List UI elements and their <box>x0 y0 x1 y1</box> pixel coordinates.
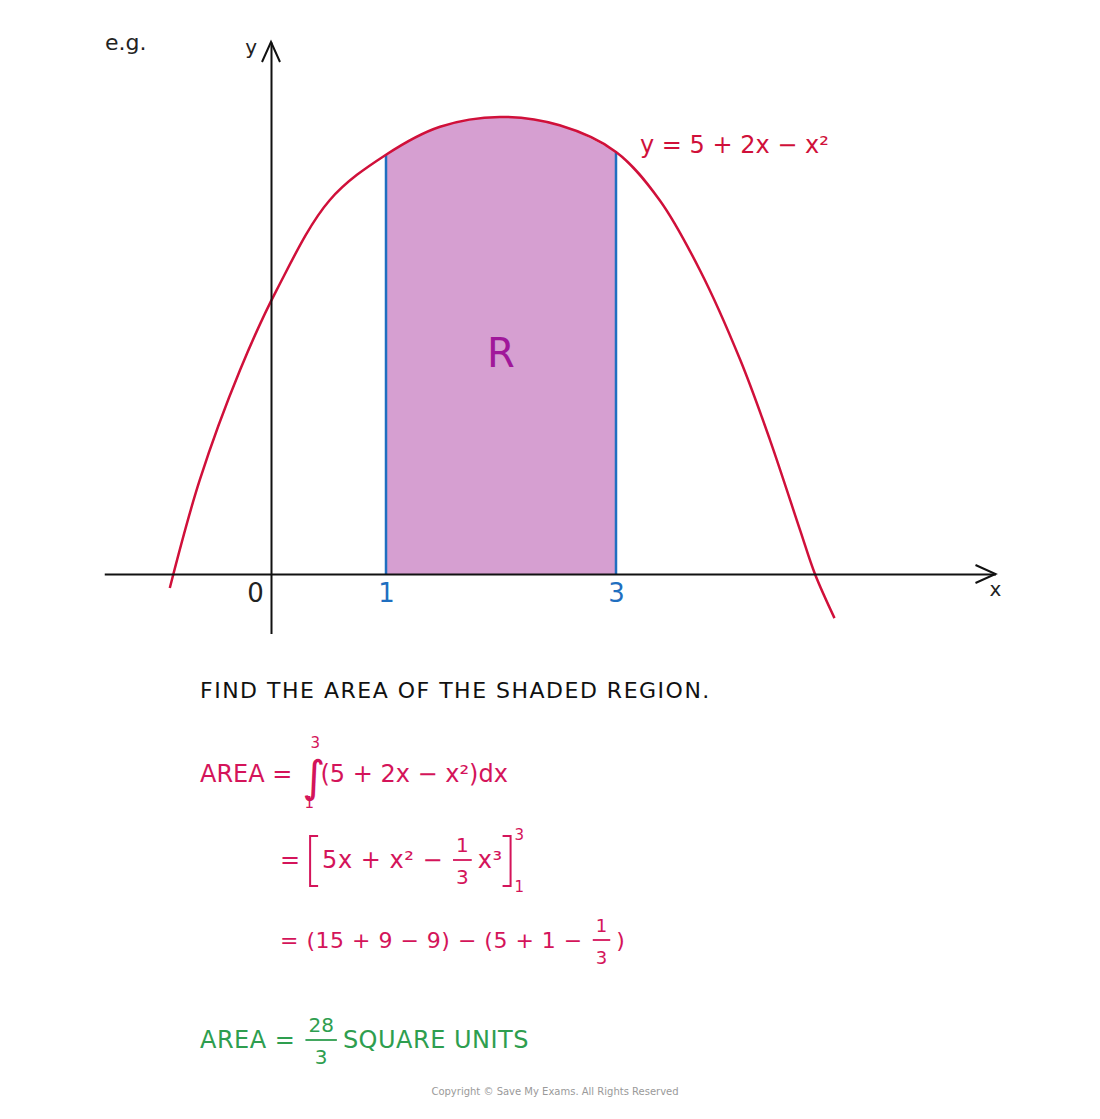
question: FIND THE AREA OF THE SHADED REGION. <box>200 678 711 703</box>
math-text: SQUARE UNITS <box>343 1026 529 1054</box>
x-tick-label: 3 <box>608 578 625 608</box>
fraction-denominator: 3 <box>456 865 469 889</box>
bracket-right <box>503 836 511 886</box>
fraction-numerator: 1 <box>596 915 607 936</box>
x-axis: 0 1 3 <box>105 574 996 608</box>
fraction-numerator: 28 <box>308 1013 333 1037</box>
math-text: ) <box>616 928 625 953</box>
math-text: (5 + 2x − x²)dx <box>320 760 507 788</box>
curve <box>170 117 835 618</box>
plot-area <box>170 117 835 618</box>
x-tick-label: 1 <box>378 578 395 608</box>
y-axis-line <box>271 43 273 635</box>
x-axis-label: x <box>990 577 1002 601</box>
y-axis-label: y <box>245 35 257 59</box>
region-edge <box>615 152 618 574</box>
shaded-region <box>386 117 616 574</box>
x-tick: 1 <box>378 574 395 608</box>
fraction-bar <box>593 939 610 941</box>
example-label: e.g. <box>105 30 147 55</box>
region-edge <box>385 155 388 574</box>
x-axis-line <box>105 574 996 576</box>
x-tick: 3 <box>608 574 625 608</box>
region-label: R <box>487 330 515 376</box>
x-tick: 0 <box>247 574 271 608</box>
math-text: x³ <box>478 846 503 874</box>
fraction-denominator: 3 <box>596 947 607 968</box>
integral-lower: 1 <box>304 794 314 812</box>
fraction-numerator: 1 <box>456 833 469 857</box>
y-axis <box>271 43 272 635</box>
curve-label: y = 5 + 2x − x² <box>640 131 829 159</box>
copyright: Copyright © Save My Exams. All Rights Re… <box>431 1086 678 1097</box>
fraction-denominator: 3 <box>315 1045 328 1069</box>
integral-upper: 3 <box>310 734 320 752</box>
x-tick-label: 0 <box>247 578 264 608</box>
bracket-left <box>310 836 318 886</box>
fraction-bar <box>305 1039 336 1041</box>
math-text: AREA = <box>200 760 292 788</box>
y-arrow <box>262 42 280 62</box>
bracket-upper: 3 <box>515 826 525 844</box>
fraction-bar <box>453 859 472 861</box>
math-text: = <box>280 846 300 874</box>
bracket-lower: 1 <box>515 878 525 896</box>
math-text: = (15 + 9 − 9) − (5 + 1 − <box>280 928 583 953</box>
math-text: AREA = <box>200 1026 295 1054</box>
math-text: 5x + x² − <box>322 846 443 874</box>
page: e.g. 0 1 3 x y Ry = 5 + 2x − x² FIND THE AREA O… <box>0 0 1100 1119</box>
